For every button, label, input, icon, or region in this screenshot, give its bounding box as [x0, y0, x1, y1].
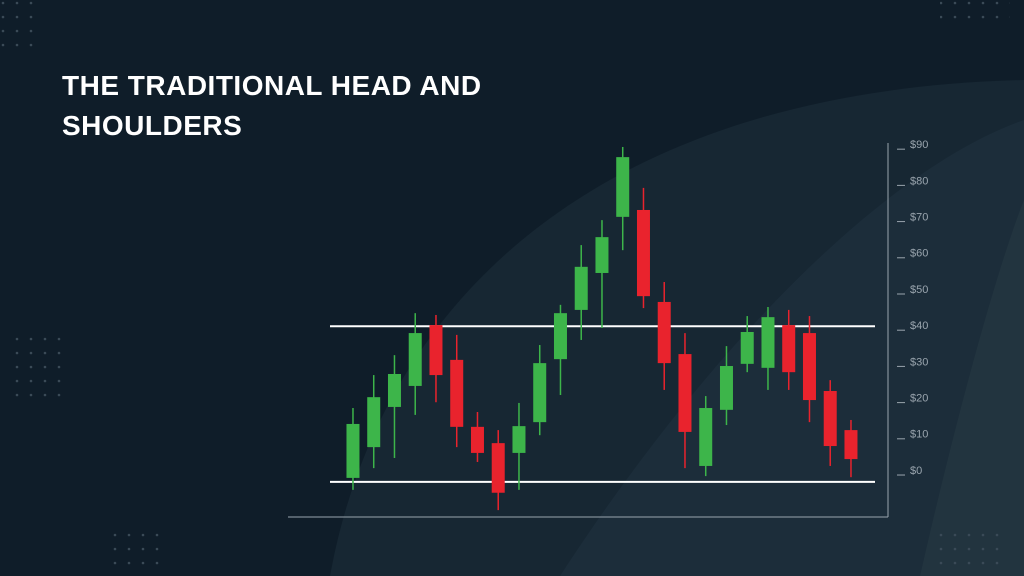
- dot-grid: [0, 0, 42, 56]
- candle-body: [761, 317, 775, 368]
- candle-body: [470, 426, 484, 453]
- candle-body: [802, 333, 816, 401]
- candle-body: [782, 325, 796, 373]
- candle-body: [740, 331, 754, 364]
- dot-grid: [112, 530, 168, 572]
- chart-title: THE TRADITIONAL HEAD AND SHOULDERS: [62, 70, 482, 141]
- y-tick-label: $70: [910, 211, 928, 223]
- candle-body: [574, 266, 588, 310]
- y-tick-label: $90: [910, 139, 928, 151]
- candle-body: [512, 426, 526, 453]
- candle-body: [450, 359, 464, 427]
- candle-body: [346, 423, 360, 478]
- candle-body: [491, 443, 505, 493]
- dot-grid: [10, 330, 66, 400]
- y-tick-label: $30: [910, 356, 928, 368]
- y-tick-label: $0: [910, 465, 922, 477]
- candle-body: [636, 209, 650, 297]
- candle-body: [699, 408, 713, 466]
- candle-body: [616, 157, 630, 217]
- candle-body: [678, 354, 692, 432]
- candle-body: [657, 301, 671, 364]
- candle-body: [595, 237, 609, 273]
- candle-body: [823, 391, 837, 447]
- candle-body: [719, 366, 733, 410]
- dot-grid: [940, 0, 1010, 28]
- dot-grid: [930, 530, 1000, 572]
- candle-body: [533, 363, 547, 423]
- candle-body: [408, 333, 422, 386]
- candle-body: [429, 325, 443, 376]
- candle-body: [387, 373, 401, 407]
- candle-body: [367, 397, 381, 448]
- y-tick-label: $10: [910, 429, 928, 441]
- candle-body: [844, 430, 858, 460]
- y-tick-label: $20: [910, 393, 928, 405]
- y-tick-label: $50: [910, 284, 928, 296]
- y-tick-label: $60: [910, 248, 928, 260]
- y-tick-label: $80: [910, 175, 928, 187]
- candle-body: [553, 313, 567, 360]
- background-swoosh: [920, 200, 1024, 576]
- y-tick-label: $40: [910, 320, 928, 332]
